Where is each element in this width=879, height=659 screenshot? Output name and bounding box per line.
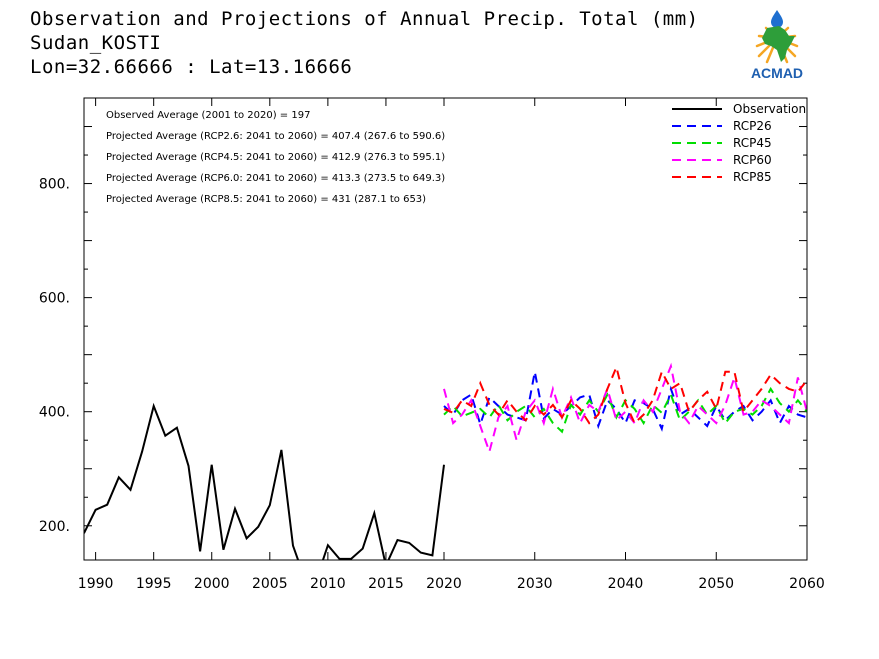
legend-label-rcp45: RCP45	[733, 136, 772, 150]
series-observation-line	[84, 402, 445, 560]
legend-label-rcp26: RCP26	[733, 119, 772, 133]
x-tick-label: 2010	[310, 576, 346, 592]
x-tick-label: 2040	[608, 576, 644, 592]
y-tick-label: 400.	[39, 405, 70, 421]
annotation-rcp26: Projected Average (RCP2.6: 2041 to 2060)…	[106, 131, 445, 142]
africa-map-icon	[762, 26, 795, 62]
x-tick-label: 1995	[136, 576, 172, 592]
series-rcp26-line	[443, 371, 807, 432]
series-rcp85-line	[443, 364, 807, 425]
water-drop-icon	[771, 10, 783, 28]
annotation-rcp60: Projected Average (RCP6.0: 2041 to 2060)…	[106, 173, 445, 184]
legend: Observation RCP26 RCP45 RCP60 RCP85	[672, 102, 806, 184]
x-tick-label: 2030	[517, 576, 553, 592]
y-tick-labels: 200. 400. 600. 800.	[39, 177, 70, 535]
legend-label-rcp85: RCP85	[733, 170, 772, 184]
plot-frame	[83, 97, 808, 561]
annotation-rcp45: Projected Average (RCP4.5: 2041 to 2060)…	[106, 152, 445, 163]
x-tick-label: 2020	[426, 576, 462, 592]
y-tick-label: 600.	[39, 291, 70, 307]
logo-text: ACMAD	[751, 65, 803, 81]
acmad-logo: ACMAD	[751, 10, 803, 81]
legend-label-observation: Observation	[733, 102, 806, 116]
y-tick-label: 800.	[39, 177, 70, 193]
legend-label-rcp60: RCP60	[733, 153, 772, 167]
x-tick-label: 2005	[252, 576, 288, 592]
annotation-rcp85: Projected Average (RCP8.5: 2041 to 2060)…	[106, 194, 426, 205]
x-tick-label: 1990	[78, 576, 114, 592]
x-tick-label: 2050	[698, 576, 734, 592]
axis-ticks	[84, 98, 808, 560]
series-rcp60-line	[443, 362, 807, 455]
annotation-observed: Observed Average (2001 to 2020) = 197	[106, 110, 310, 121]
x-tick-label: 2015	[368, 576, 404, 592]
annotations: Observed Average (2001 to 2020) = 197 Pr…	[106, 110, 445, 205]
x-tick-label: 2060	[789, 576, 825, 592]
location-name: Sudan_KOSTI	[30, 32, 162, 54]
coordinates: Lon=32.66666 : Lat=13.16666	[30, 56, 353, 78]
series-lines	[84, 362, 807, 560]
chart-title: Observation and Projections of Annual Pr…	[30, 8, 699, 30]
x-tick-label: 2000	[194, 576, 230, 592]
y-tick-label: 200.	[39, 519, 70, 535]
x-tick-labels: 1990 1995 2000 2005 2010 2015 2020 2030 2040 2050…	[78, 576, 825, 592]
